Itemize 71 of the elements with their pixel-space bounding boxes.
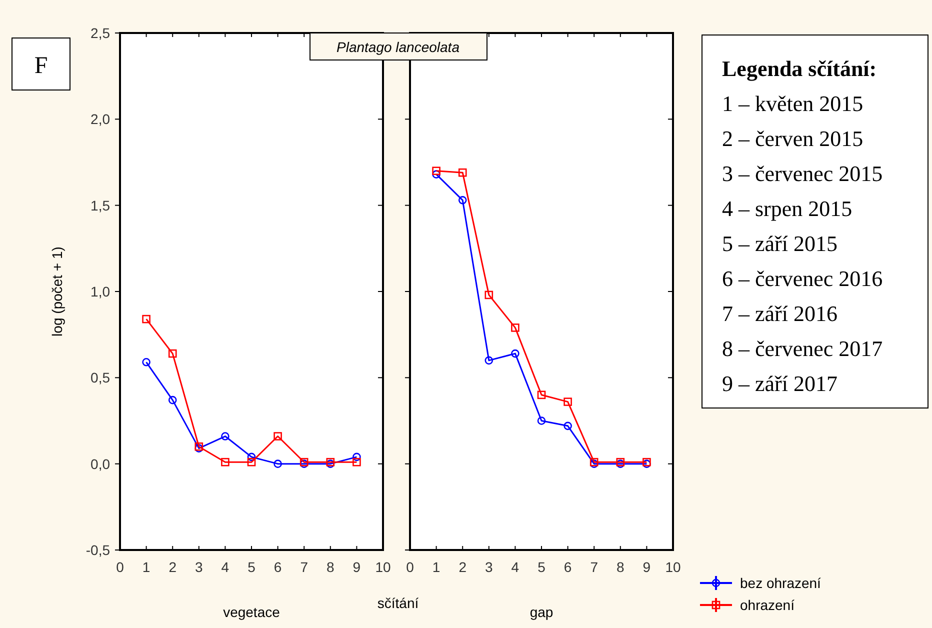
x-tick-label: 3 <box>485 559 493 575</box>
x-tick-label: 6 <box>274 559 282 575</box>
point <box>564 398 572 406</box>
x-tick-label: 1 <box>142 559 150 575</box>
point <box>221 458 230 466</box>
legend-label: ohrazení <box>740 597 795 613</box>
y-tick-label: 1,0 <box>90 284 110 300</box>
x-tick-label: 8 <box>326 559 334 575</box>
x-tick-label: 2 <box>168 559 177 575</box>
x-tick-label: 7 <box>300 559 308 575</box>
text: 3 – červenec 2015 <box>722 161 883 186</box>
point <box>247 452 256 462</box>
x-tick-label: 4 <box>511 559 520 575</box>
y-tick-label: 2,0 <box>90 111 110 128</box>
x-tick-label: 5 <box>248 559 256 575</box>
x-axis-title: gap <box>530 604 554 620</box>
text: 8 – červenec 2017 <box>722 336 883 361</box>
x-tick-label: 2 <box>458 559 467 575</box>
point <box>221 432 230 440</box>
x-tick-label: 4 <box>221 559 230 575</box>
x-tick-label: 5 <box>538 559 546 575</box>
point <box>484 290 494 300</box>
point <box>352 458 361 466</box>
point <box>274 460 282 468</box>
y-axis-title: log (počet + 1) <box>49 246 65 336</box>
point <box>432 170 440 178</box>
y-tick-label: 2,5 <box>90 25 110 41</box>
point <box>274 432 282 440</box>
point <box>458 168 467 177</box>
text: 1 – květen 2015 <box>722 91 864 116</box>
x-tick-label: 9 <box>642 559 651 575</box>
point <box>432 166 440 176</box>
text: 6 – červenec 2016 <box>722 266 883 291</box>
text: 5 – září 2015 <box>722 231 838 256</box>
x-tick-label: 0 <box>116 559 124 575</box>
text: 4 – srpen 2015 <box>722 196 852 221</box>
x-tick-label: 10 <box>375 559 391 575</box>
point <box>168 349 177 358</box>
point <box>247 458 256 466</box>
text: Legenda sčítání: <box>722 56 877 81</box>
x-tick-label: 9 <box>352 559 361 575</box>
y-tick-label: 1,5 <box>90 197 110 214</box>
legend-label: bez ohrazení <box>740 575 822 591</box>
text: 2 – červen 2015 <box>722 126 864 151</box>
point <box>511 349 520 358</box>
x-tick-label: 0 <box>406 559 414 575</box>
x-tick-label: 7 <box>590 559 598 575</box>
y-tick-label: 0,0 <box>90 456 110 472</box>
point <box>484 356 494 365</box>
x-tick-label: 6 <box>564 559 572 575</box>
point <box>537 390 546 400</box>
text: Plantago lanceolata <box>336 39 460 55</box>
text: 7 – září 2016 <box>722 301 838 326</box>
x-tick-label: 1 <box>432 559 440 575</box>
y-tick-label: 0,5 <box>90 370 110 386</box>
point <box>511 324 520 332</box>
text: F <box>34 53 48 79</box>
x-axis-title: vegetace <box>223 604 280 620</box>
point <box>564 422 572 430</box>
point <box>458 196 467 204</box>
point <box>352 452 361 462</box>
x-tick-label: 8 <box>616 559 624 575</box>
text: sčítání <box>377 595 419 611</box>
text: 9 – září 2017 <box>722 371 838 396</box>
point <box>168 396 177 404</box>
point <box>142 314 150 324</box>
point <box>537 416 546 425</box>
x-tick-label: 10 <box>665 559 681 575</box>
point <box>142 358 150 366</box>
y-tick-label: -0,5 <box>86 542 110 558</box>
x-tick-label: 3 <box>195 559 203 575</box>
